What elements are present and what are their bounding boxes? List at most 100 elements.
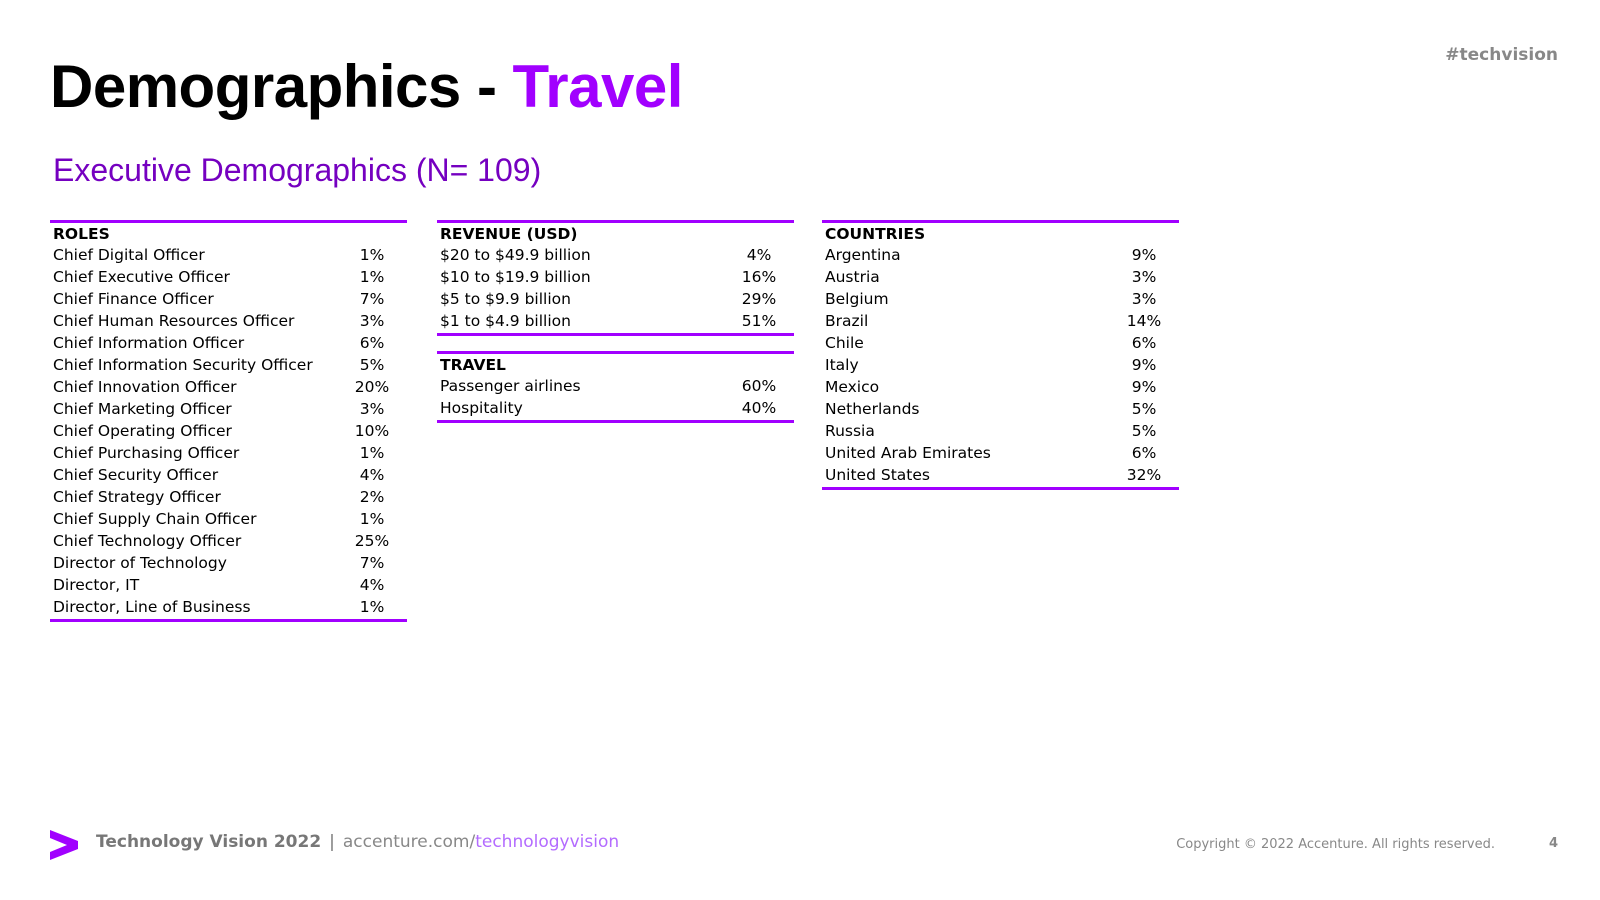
row-value: 1% [359, 510, 385, 528]
table-row: $20 to $49.9 billion 4% [437, 244, 794, 266]
table-row: United States 32% [822, 464, 1179, 486]
title-text: Demographics - [50, 53, 497, 120]
table-row: United Arab Emirates 6% [822, 442, 1179, 464]
row-label: Belgium [825, 290, 889, 308]
table-row: Brazil 14% [822, 310, 1179, 332]
row-value: 3% [359, 400, 385, 418]
table-row: Netherlands 5% [822, 398, 1179, 420]
row-value: 10% [354, 422, 390, 440]
footer-brand: Technology Vision 2022 | accenture.com/tec… [96, 832, 619, 852]
separator: | [329, 832, 335, 852]
row-value: 9% [1131, 246, 1157, 264]
row-label: Chief Supply Chain Officer [53, 510, 257, 528]
row-value: 3% [359, 312, 385, 330]
table: REVENUE (USD) $20 to $49.9 billion 4% $10 t… [437, 220, 794, 336]
hashtag: #techvision [1445, 45, 1558, 65]
table-row: Chief Digital Officer 1% [50, 244, 407, 266]
table-row: Chile 6% [822, 332, 1179, 354]
row-value: 2% [359, 488, 385, 506]
row-value: 4% [359, 576, 385, 594]
url-path[interactable]: technologyvision [475, 832, 620, 852]
row-label: United Arab Emirates [825, 444, 991, 462]
row-label: Brazil [825, 312, 869, 330]
table-row: Chief Innovation Officer 20% [50, 376, 407, 398]
row-value: 7% [359, 290, 385, 308]
table-row: Hospitality 40% [437, 397, 794, 419]
row-value: 5% [1131, 400, 1157, 418]
table-row: Chief Human Resources Officer 3% [50, 310, 407, 332]
row-value: 25% [354, 532, 390, 550]
row-value: 1% [359, 246, 385, 264]
row-label: Chief Technology Officer [53, 532, 242, 550]
brand: Technology Vision 2022 [96, 832, 322, 852]
row-value: 1% [359, 268, 385, 286]
row-label: Chief Purchasing Officer [53, 444, 240, 462]
row-label: Austria [825, 268, 880, 286]
row-label: Chief Executive Officer [53, 268, 230, 286]
table-row: Chief Marketing Officer 3% [50, 398, 407, 420]
row-label: $20 to $49.9 billion [440, 246, 591, 264]
table-row: $10 to $19.9 billion 16% [437, 266, 794, 288]
row-label: United States [825, 466, 930, 484]
row-value: 4% [359, 466, 385, 484]
row-value: 51% [741, 312, 777, 330]
table-row: $5 to $9.9 billion 29% [437, 288, 794, 310]
row-value: 16% [741, 268, 777, 286]
table-row: Argentina 9% [822, 244, 1179, 266]
row-value: 9% [1131, 356, 1157, 374]
table-heading: ROLES [53, 225, 110, 243]
table-row: Chief Information Officer 6% [50, 332, 407, 354]
row-value: 1% [359, 444, 385, 462]
row-label: Chief Operating Officer [53, 422, 232, 440]
row-value: 7% [359, 554, 385, 572]
row-value: 32% [1126, 466, 1162, 484]
row-label: Chief Innovation Officer [53, 378, 237, 396]
table-row: Russia 5% [822, 420, 1179, 442]
row-label: Director, Line of Business [53, 598, 251, 616]
row-label: $10 to $19.9 billion [440, 268, 591, 286]
row-value: 40% [741, 399, 777, 417]
table-row: Chief Security Officer 4% [50, 464, 407, 486]
title-highlight: Travel [512, 53, 683, 120]
row-label: Director, IT [53, 576, 140, 594]
row-label: Chief Marketing Officer [53, 400, 232, 418]
row-label: $1 to $4.9 billion [440, 312, 571, 330]
row-label: Passenger airlines [440, 377, 581, 395]
row-value: 9% [1131, 378, 1157, 396]
copyright: Copyright © 2022 Accenture. All rights r… [1176, 837, 1495, 852]
row-label: $5 to $9.9 billion [440, 290, 571, 308]
table: ROLES Chief Digital Officer 1% Chief Execut… [50, 220, 407, 622]
table-heading: TRAVEL [440, 356, 506, 374]
row-value: 5% [1131, 422, 1157, 440]
row-value: 20% [354, 378, 390, 396]
row-value: 14% [1126, 312, 1162, 330]
table-row: Chief Purchasing Officer 1% [50, 442, 407, 464]
row-value: 3% [1131, 290, 1157, 308]
row-label: Chief Information Security Officer [53, 356, 313, 374]
table-row: Director of Technology 7% [50, 552, 407, 574]
table-row: Chief Technology Officer 25% [50, 530, 407, 552]
url-base[interactable]: accenture.com/ [342, 832, 476, 852]
row-value: 3% [1131, 268, 1157, 286]
table-heading: REVENUE (USD) [440, 225, 578, 243]
table-row: Mexico 9% [822, 376, 1179, 398]
row-value: 1% [359, 598, 385, 616]
table-row: Director, IT 4% [50, 574, 407, 596]
row-label: Chief Strategy Officer [53, 488, 221, 506]
table-row: $1 to $4.9 billion 51% [437, 310, 794, 332]
table-row: Director, Line of Business 1% [50, 596, 407, 618]
row-label: Chile [825, 334, 864, 352]
row-value: 6% [1131, 334, 1157, 352]
row-value: 5% [359, 356, 385, 374]
table-row: Chief Executive Officer 1% [50, 266, 407, 288]
title: Demographics - Travel [50, 52, 683, 121]
table-row: Chief Information Security Officer 5% [50, 354, 407, 376]
row-value: 29% [741, 290, 777, 308]
table: TRAVEL Passenger airlines 60% Hospitality 40… [437, 351, 794, 423]
row-label: Chief Security Officer [53, 466, 219, 484]
table-row: Chief Finance Officer 7% [50, 288, 407, 310]
table-row: Italy 9% [822, 354, 1179, 376]
table-row: Chief Operating Officer 10% [50, 420, 407, 442]
table-row: Passenger airlines 60% [437, 375, 794, 397]
